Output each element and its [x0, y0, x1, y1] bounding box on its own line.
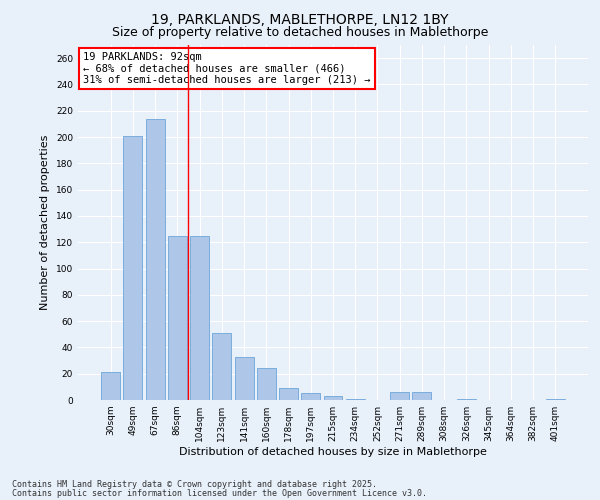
Text: Contains HM Land Registry data © Crown copyright and database right 2025.: Contains HM Land Registry data © Crown c…	[12, 480, 377, 489]
Bar	[457, 398, 476, 400]
Bar	[346, 398, 365, 400]
Y-axis label: Number of detached properties: Number of detached properties	[40, 135, 50, 310]
Bar	[412, 392, 431, 400]
X-axis label: Distribution of detached houses by size in Mablethorpe: Distribution of detached houses by size …	[179, 447, 487, 457]
Text: Contains public sector information licensed under the Open Government Licence v3: Contains public sector information licen…	[12, 489, 427, 498]
Bar	[101, 372, 120, 400]
Bar	[235, 356, 254, 400]
Bar	[390, 392, 409, 400]
Bar	[168, 236, 187, 400]
Text: 19, PARKLANDS, MABLETHORPE, LN12 1BY: 19, PARKLANDS, MABLETHORPE, LN12 1BY	[151, 12, 449, 26]
Bar	[257, 368, 276, 400]
Text: 19 PARKLANDS: 92sqm
← 68% of detached houses are smaller (466)
31% of semi-detac: 19 PARKLANDS: 92sqm ← 68% of detached ho…	[83, 52, 371, 86]
Bar	[124, 136, 142, 400]
Bar	[279, 388, 298, 400]
Bar	[146, 118, 164, 400]
Bar	[546, 398, 565, 400]
Text: Size of property relative to detached houses in Mablethorpe: Size of property relative to detached ho…	[112, 26, 488, 39]
Bar	[301, 394, 320, 400]
Bar	[323, 396, 343, 400]
Bar	[212, 333, 231, 400]
Bar	[190, 236, 209, 400]
